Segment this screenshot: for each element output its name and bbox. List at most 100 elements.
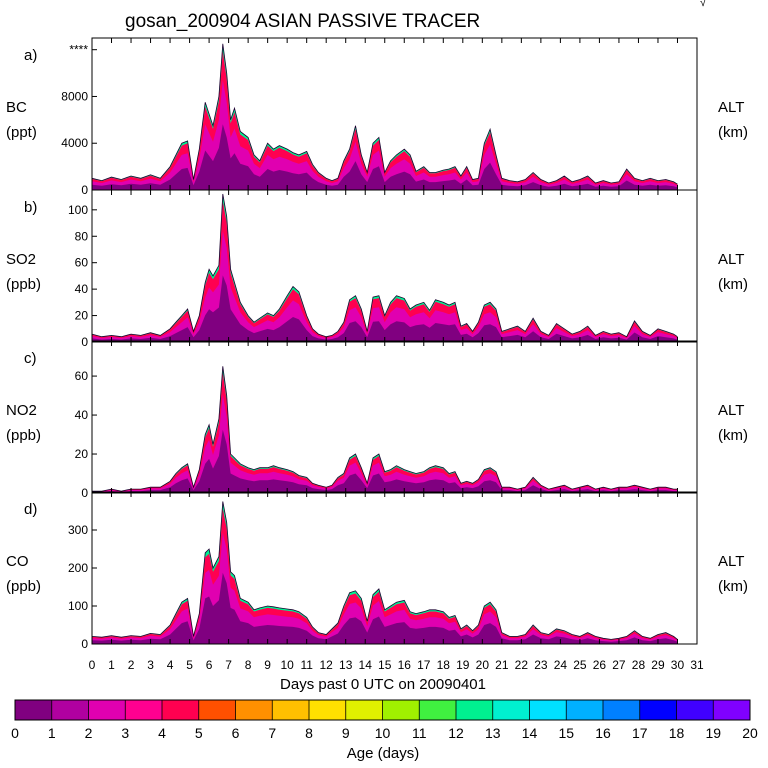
x-tick-label: 1 bbox=[108, 658, 115, 672]
km-label: (km) bbox=[718, 427, 748, 444]
colorbar-tick-label: 2 bbox=[85, 725, 93, 741]
y-tick-label: 0 bbox=[81, 486, 88, 500]
y-tick-label: 60 bbox=[75, 369, 89, 383]
colorbar-tick-label: 17 bbox=[632, 725, 648, 741]
colorbar-swatch bbox=[713, 700, 751, 720]
panel-letter: a) bbox=[24, 47, 37, 64]
colorbar-tick-label: 19 bbox=[705, 725, 721, 741]
km-label: (km) bbox=[718, 276, 748, 293]
colorbar-swatch bbox=[456, 700, 494, 720]
colorbar-swatch bbox=[566, 700, 604, 720]
y-tick-label: **** bbox=[69, 43, 88, 57]
colorbar-tick-label: 0 bbox=[11, 725, 19, 741]
colorbar-tick-label: 5 bbox=[195, 725, 203, 741]
x-tick-label: 10 bbox=[280, 658, 294, 672]
x-tick-label: 19 bbox=[456, 658, 470, 672]
colorbar-swatch bbox=[235, 700, 273, 720]
unit-label: (ppt) bbox=[6, 124, 37, 141]
colorbar-swatch bbox=[639, 700, 677, 720]
x-tick-label: 9 bbox=[264, 658, 271, 672]
x-tick-label: 23 bbox=[534, 658, 548, 672]
no2-age-layer-old bbox=[92, 429, 678, 493]
colorbar-swatch bbox=[88, 700, 126, 720]
x-tick-label: 21 bbox=[495, 658, 509, 672]
unit-label: (ppb) bbox=[6, 578, 41, 595]
x-tick-label: 24 bbox=[554, 658, 568, 672]
x-tick-label: 6 bbox=[206, 658, 213, 672]
colorbar-swatch bbox=[162, 700, 200, 720]
y-tick-label: 200 bbox=[68, 561, 88, 575]
x-tick-label: 14 bbox=[359, 658, 373, 672]
km-label: (km) bbox=[718, 578, 748, 595]
alt-label: ALT bbox=[718, 402, 744, 419]
alt-label: ALT bbox=[718, 251, 744, 268]
x-tick-label: 26 bbox=[593, 658, 607, 672]
no2-frame bbox=[91, 340, 698, 494]
x-tick-label: 2 bbox=[128, 658, 135, 672]
x-tick-label: 8 bbox=[245, 658, 252, 672]
panels-group: 040008000****a)BC(ppt)ALT(km)02040608010… bbox=[6, 37, 748, 651]
x-tick-label: 16 bbox=[398, 658, 412, 672]
x-tick-label: 30 bbox=[671, 658, 685, 672]
co-age-layer-mid bbox=[92, 532, 678, 644]
x-tick-label: 13 bbox=[339, 658, 353, 672]
x-tick-label: 4 bbox=[167, 658, 174, 672]
no2-top-trace bbox=[92, 366, 678, 492]
x-tick-label: 12 bbox=[320, 658, 334, 672]
colorbar-swatch bbox=[309, 700, 347, 720]
co-top-trace bbox=[91, 501, 678, 640]
panel-letter: d) bbox=[24, 501, 37, 518]
so2-top-trace bbox=[91, 193, 678, 338]
y-tick-label: 0 bbox=[81, 183, 88, 197]
no2-age-layer-young bbox=[92, 372, 678, 493]
colorbar-tick-label: 6 bbox=[232, 725, 240, 741]
x-axis: 0 1 2 3 4 5 6 7 8 9 10 11 12 13 14 15 16 17 18 19 20 21 22 23 24… bbox=[89, 658, 704, 672]
colorbar-swatch bbox=[125, 700, 163, 720]
km-label: (km) bbox=[718, 124, 748, 141]
so2-age-layer-old bbox=[92, 275, 678, 342]
colorbar-swatch bbox=[345, 700, 383, 720]
colorbar-tick-label: 15 bbox=[558, 725, 574, 741]
colorbar-tick-label: 4 bbox=[158, 725, 166, 741]
x-tick-label: 27 bbox=[612, 658, 626, 672]
so2-age-layer-young bbox=[92, 201, 678, 342]
colorbar-swatch bbox=[198, 700, 236, 720]
y-tick-label: 40 bbox=[75, 408, 89, 422]
colorbar-tick-label: 9 bbox=[342, 725, 350, 741]
bc-age-layer-old bbox=[92, 124, 678, 190]
alt-label: ALT bbox=[718, 553, 744, 570]
colorbar-swatch bbox=[51, 700, 89, 720]
x-tick-label: 28 bbox=[632, 658, 646, 672]
y-tick-label: 20 bbox=[75, 309, 89, 323]
colorbar-tick-label: 16 bbox=[595, 725, 611, 741]
panel-no2: 0 20 40 60 c) NO2 (ppb) ALT (km) bbox=[6, 340, 748, 500]
y-tick-label: 0 bbox=[81, 335, 88, 349]
colorbar-swatch bbox=[419, 700, 457, 720]
panel-co: 0 100 200 300 d) CO (ppb) ALT (km) bbox=[6, 491, 748, 651]
colorbar-swatch bbox=[492, 700, 530, 720]
x-axis-label: Days past 0 UTC on 20090401 bbox=[280, 676, 486, 693]
y-tick-label: 0 bbox=[81, 637, 88, 651]
x-tick-label: 7 bbox=[225, 658, 232, 672]
colorbar-tick-label: 1 bbox=[48, 725, 56, 741]
x-tick-label: 25 bbox=[573, 658, 587, 672]
panel-so2: 0 20 40 60 80 100 b) SO2 (ppb) ALT (km) bbox=[6, 189, 748, 349]
y-tick-label: 60 bbox=[75, 256, 89, 270]
colorbar-tick-label: 18 bbox=[669, 725, 685, 741]
x-tick-label: 0 bbox=[89, 658, 96, 672]
so2-frame bbox=[91, 189, 698, 343]
x-tick-label: 15 bbox=[378, 658, 392, 672]
colorbar: 0 1 2 3 4 5 6 7 8 9 10 11 12 13 14 15 16 17 18 19 20 bbox=[11, 699, 758, 741]
no2-age-layer-mid bbox=[92, 394, 678, 493]
colorbar-tick-label: 8 bbox=[305, 725, 313, 741]
so2-age-layer-mid bbox=[92, 231, 678, 342]
y-tick-label: 100 bbox=[68, 599, 88, 613]
y-tick-label: 300 bbox=[68, 523, 88, 537]
corner-mark: √ bbox=[700, 0, 707, 9]
colorbar-swatch bbox=[529, 700, 567, 720]
x-tick-label: 20 bbox=[476, 658, 490, 672]
species-label: BC bbox=[6, 99, 27, 116]
x-tick-label: 5 bbox=[186, 658, 193, 672]
colorbar-tick-label: 14 bbox=[522, 725, 538, 741]
x-tick-label: 31 bbox=[690, 658, 704, 672]
